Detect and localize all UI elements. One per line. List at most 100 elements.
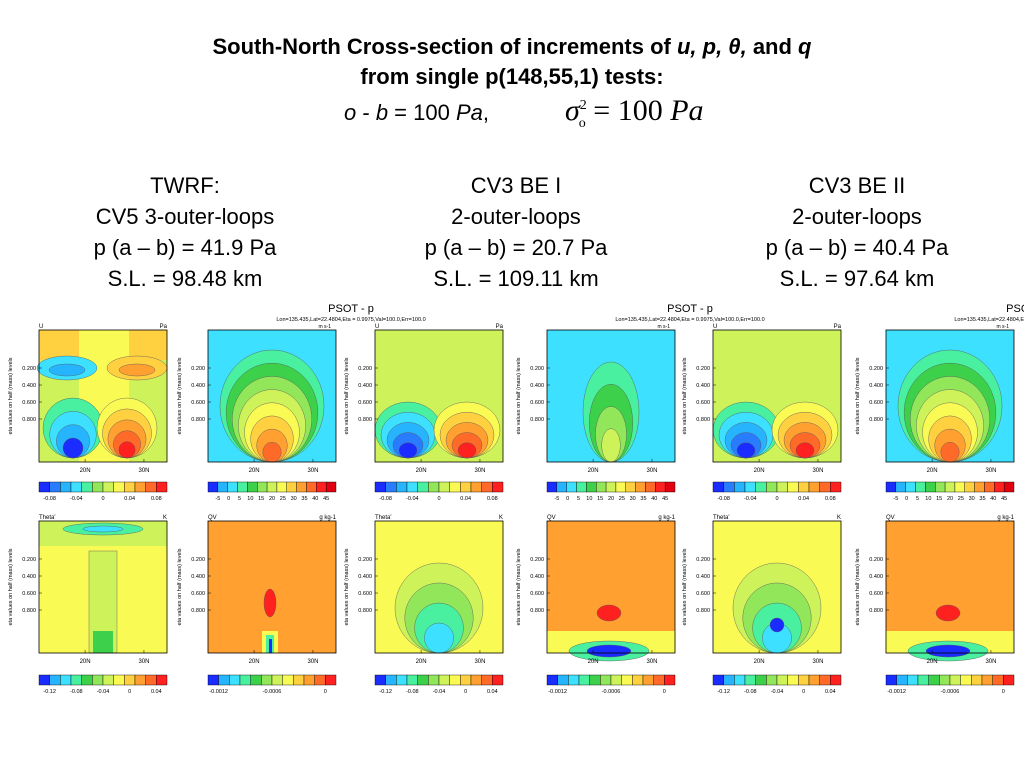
colorbar-swatch	[928, 674, 940, 686]
y-axis-label: eta values on half (mass) levels	[682, 357, 688, 434]
colorbar-swatch	[374, 674, 386, 686]
colorbar-label: 0	[1002, 689, 1005, 695]
colorbar-swatch	[568, 674, 580, 686]
y-tick-label: 0.800	[358, 608, 372, 614]
contour-blob	[424, 622, 454, 654]
colorbar-swatch	[438, 481, 450, 493]
y-tick-label: 0.800	[358, 417, 372, 423]
colorbar: -5 0 5 10 15 20 25 30 35 40 45	[207, 481, 337, 502]
contour-blob	[601, 428, 621, 463]
colorbar-swatch	[406, 674, 418, 686]
plot-border	[207, 520, 337, 654]
colorbar-swatch	[984, 481, 995, 493]
colorbar-swatch	[830, 674, 842, 686]
column-header-l3: p (a – b) = 40.4 Pa	[765, 235, 949, 260]
info-line: Lon=135.435,Lat=22.4804,Eta = 0.9975,Val…	[276, 317, 425, 323]
colorbar-label: 0	[101, 496, 104, 502]
y-tick-label: 0.600	[22, 591, 36, 597]
colorbar: -0.0012 -0.0006 0	[885, 674, 1015, 695]
colorbar: -0.0012 -0.0006 0	[207, 674, 337, 695]
units-label: Pa	[496, 324, 504, 330]
colorbar-label: -0.08	[379, 496, 392, 502]
colorbar-swatch	[306, 481, 317, 493]
colorbar-swatch	[798, 481, 810, 493]
y-tick-label: 0.200	[358, 366, 372, 372]
y-tick-label: 0.600	[696, 400, 710, 406]
colorbar-swatch	[917, 674, 929, 686]
colorbar-label: -0.0006	[263, 689, 282, 695]
colorbar-label: -0.04	[433, 689, 446, 695]
contour-blob	[736, 442, 756, 459]
colorbar-swatch	[954, 481, 965, 493]
panel: QV g kg-1 0.200 0.400 0.600 0.800 eta values o…	[855, 515, 1015, 665]
colorbar-swatch	[723, 481, 735, 493]
plot-border	[38, 520, 168, 654]
x-tick-label: 30N	[646, 468, 657, 474]
x-tick-label: 30N	[138, 659, 149, 665]
colorbar: -0.12 -0.08 -0.04 0 0.04	[374, 674, 504, 695]
colorbar: -0.0012 -0.0006 0	[546, 674, 676, 695]
colorbar-swatch	[632, 674, 644, 686]
psot-title: PSOT - p	[1006, 303, 1024, 315]
colorbar-swatch	[755, 481, 767, 493]
colorbar-label: 35	[301, 496, 307, 502]
colorbar-label: 0	[128, 689, 131, 695]
colorbar-label: 0	[227, 496, 230, 502]
colorbar-swatch	[417, 674, 429, 686]
colorbar-swatch	[325, 481, 337, 493]
colorbar-label: -0.04	[744, 496, 757, 502]
colorbar-swatch	[895, 481, 906, 493]
y-tick-label: 0.400	[696, 574, 710, 580]
colorbar-label: 45	[1001, 496, 1007, 502]
plot-border	[546, 329, 676, 463]
colorbar-label: 10	[925, 496, 931, 502]
colorbar-swatch	[481, 674, 493, 686]
colorbar-label: -0.0006	[602, 689, 621, 695]
y-tick-label: 0.600	[358, 591, 372, 597]
y-tick-label: 0.600	[696, 591, 710, 597]
info-line: Lon=135.435,Lat=22.4804,Eta = 0.9975,Val…	[615, 317, 764, 323]
var-label: QV	[547, 515, 556, 521]
y-tick-label: 0.200	[530, 557, 544, 563]
column-header-l4: S.L. = 98.48 km	[107, 266, 263, 291]
plot-border	[546, 520, 676, 654]
colorbar-swatch	[257, 481, 268, 493]
x-tick-label: 20N	[416, 659, 427, 665]
colorbar-label: 0.04	[825, 689, 836, 695]
column-header-l2: 2-outer-loops	[451, 204, 581, 229]
colorbar-swatch	[1003, 674, 1015, 686]
y-axis-label: eta values on half (mass) levels	[682, 548, 688, 625]
y-tick-label: 0.800	[22, 417, 36, 423]
colorbar-label: -0.0012	[209, 689, 228, 695]
y-axis-label: eta values on half (mass) levels	[8, 548, 14, 625]
colorbar-label: 0	[905, 496, 908, 502]
panel: U Pa 0.200 0.400 0.600 0.800 eta values on hal…	[682, 324, 842, 474]
colorbar-swatch	[227, 481, 238, 493]
colorbar-swatch	[303, 674, 315, 686]
contour-blob	[935, 604, 961, 622]
y-tick-label: 0.600	[530, 400, 544, 406]
units-label: K	[163, 515, 167, 521]
colorbar-swatch	[38, 481, 50, 493]
colorbar-swatch	[385, 481, 397, 493]
units-label: g kg-1	[319, 515, 336, 521]
colorbar-swatch	[460, 674, 472, 686]
colorbar-label: 0.04	[460, 496, 471, 502]
y-tick-label: 0.400	[358, 574, 372, 580]
colorbar-swatch	[70, 481, 82, 493]
colorbar-swatch	[557, 674, 569, 686]
colorbar-swatch	[470, 481, 482, 493]
y-tick-label: 0.600	[869, 400, 883, 406]
colorbar-label: 15	[258, 496, 264, 502]
colorbar-swatch	[217, 481, 228, 493]
x-tick-label: 20N	[588, 468, 599, 474]
plot-border	[207, 329, 337, 463]
column	[269, 639, 272, 653]
x-tick-label: 30N	[985, 659, 996, 665]
colorbar-label: 20	[269, 496, 275, 502]
units-label: g kg-1	[997, 515, 1014, 521]
colorbar-swatch	[755, 674, 767, 686]
column	[93, 631, 113, 653]
plot-border	[374, 520, 504, 654]
column-header-l1: TWRF:	[150, 173, 220, 198]
